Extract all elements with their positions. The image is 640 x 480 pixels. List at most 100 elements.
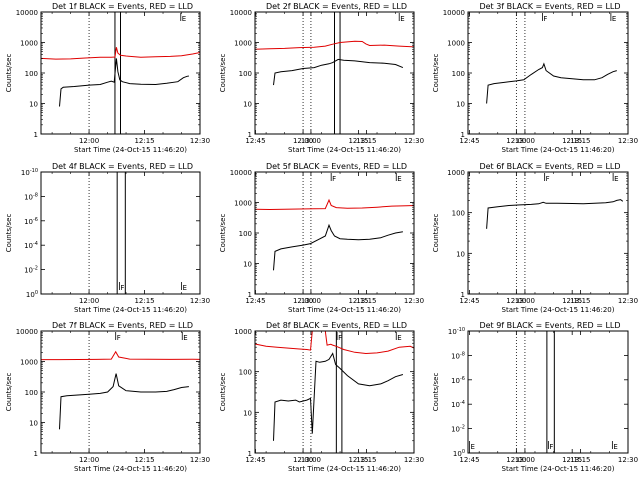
y-tick-label: 1 (461, 291, 465, 299)
y-axis-label: Counts/sec (432, 373, 440, 412)
y-tick-label: 100 (25, 389, 38, 397)
x-tick-label: 12:45 (245, 456, 265, 464)
plot-frame (40, 171, 201, 295)
x-tick-label: 13:15 (570, 137, 590, 145)
x-tick-label: 13:15 (570, 456, 590, 464)
panel-title: Det 1f BLACK = Events, RED = LLD (52, 2, 193, 11)
x-axis-label: Start Time (24-Oct-15 11:46:20) (288, 465, 401, 473)
lld-series-line (254, 330, 415, 355)
y-axis-label: Counts/sec (219, 214, 227, 253)
y-tick-label: 10 (243, 101, 252, 109)
x-tick-label: 12:00 (79, 297, 99, 305)
y-tick-label: 10-8 (451, 351, 465, 360)
panel-title: Det 5f BLACK = Events, RED = LLD (266, 162, 407, 171)
y-tick-label: 10-6 (24, 217, 38, 226)
plot-frame (254, 171, 415, 295)
marker-letter-f: F (117, 334, 121, 342)
x-tick-label: 13:00 (515, 297, 535, 305)
plot-frame (467, 330, 629, 454)
y-tick-label: 10 (456, 250, 465, 258)
lld-series-line (254, 198, 415, 211)
panel-3: Det 3f BLACK = Events, RED = LLD F E 1 10 100… (432, 2, 638, 154)
x-tick-label: 12:45 (245, 297, 265, 305)
events-series-line (273, 352, 404, 441)
x-tick-label: 12:45 (245, 137, 265, 145)
y-axis-label: Counts/sec (5, 373, 13, 412)
x-axis-label: Start Time (24-Oct-15 11:46:20) (74, 306, 187, 314)
y-axis-label: Counts/sec (219, 373, 227, 412)
marker-letter-e: E (613, 443, 617, 451)
events-series-line (59, 373, 189, 430)
x-tick-label: 13:00 (301, 456, 321, 464)
x-tick-label: 12:30 (404, 297, 424, 305)
y-tick-label: 1000 (447, 40, 465, 48)
x-axis-label: Start Time (24-Oct-15 11:46:20) (288, 306, 401, 314)
y-tick-label: 10000 (230, 169, 252, 177)
x-tick-label: 13:00 (301, 137, 321, 145)
y-tick-label: 1000 (234, 40, 252, 48)
events-series-line (486, 62, 617, 104)
plot-frame (254, 330, 415, 454)
x-tick-label: 12:00 (79, 456, 99, 464)
panel-title: Det 6f BLACK = Events, RED = LLD (479, 162, 620, 171)
y-tick-label: 10-2 (24, 266, 38, 275)
x-tick-label: 13:15 (356, 456, 376, 464)
flag-interval-box (546, 330, 555, 454)
plot-frame (40, 330, 201, 454)
x-axis-label: Start Time (24-Oct-15 11:46:20) (502, 465, 615, 473)
y-tick-label: 10-6 (451, 376, 465, 385)
y-tick-label: 10 (29, 101, 38, 109)
x-axis-label: Start Time (24-Oct-15 11:46:20) (74, 146, 187, 154)
x-tick-label: 12:45 (459, 137, 479, 145)
x-tick-label: 13:00 (515, 456, 535, 464)
y-axis-label: Counts/sec (5, 214, 13, 253)
x-tick-label: 12:30 (404, 456, 424, 464)
x-tick-label: 12:45 (459, 297, 479, 305)
x-tick-label: 12:30 (404, 137, 424, 145)
marker-letter-e: E (400, 15, 404, 23)
x-tick-label: 12:00 (506, 297, 526, 305)
x-tick-label: 12:15 (134, 456, 154, 464)
y-tick-label: 10000 (443, 9, 465, 17)
x-tick-label: 12:15 (562, 137, 582, 145)
y-tick-label: 10-10 (448, 327, 465, 336)
events-series-line (273, 58, 404, 86)
x-axis-label: Start Time (24-Oct-15 11:46:20) (502, 146, 615, 154)
x-tick-label: 12:30 (618, 297, 638, 305)
marker-letter-e: E (612, 15, 616, 23)
y-tick-label: 10 (243, 261, 252, 269)
lld-series-line (254, 40, 415, 50)
x-tick-label: 12:30 (190, 297, 210, 305)
y-tick-label: 1 (248, 131, 252, 139)
x-tick-label: 12:30 (618, 137, 638, 145)
x-tick-label: 12:15 (562, 297, 582, 305)
marker-letter-f: F (338, 334, 342, 342)
y-axis-label: Counts/sec (432, 54, 440, 93)
marker-letter-e: E (397, 175, 401, 183)
x-axis-label: Start Time (24-Oct-15 11:46:20) (502, 306, 615, 314)
x-tick-label: 12:00 (293, 137, 313, 145)
flag-interval-box (335, 330, 343, 454)
y-tick-label: 10 (243, 409, 252, 417)
events-series-line (486, 199, 624, 229)
x-tick-label: 13:00 (515, 137, 535, 145)
panel-8: Det 8f BLACK = Events, RED = LLD F E 1 10 100… (219, 321, 590, 473)
y-tick-label: 1 (248, 450, 252, 458)
panel-title: Det 4f BLACK = Events, RED = LLD (52, 162, 193, 171)
x-tick-label: 13:15 (570, 297, 590, 305)
flag-interval-box (116, 171, 126, 295)
y-axis-label: Counts/sec (432, 214, 440, 253)
panel-6: Det 6f BLACK = Events, RED = LLD F E 1 10 100… (432, 162, 638, 314)
y-tick-label: 100 (26, 290, 38, 299)
y-tick-label: 100 (239, 70, 252, 78)
marker-letter-e: E (397, 334, 401, 342)
y-axis-label: Counts/sec (5, 54, 13, 93)
x-tick-label: 12:30 (190, 456, 210, 464)
plot-frame (467, 11, 629, 135)
y-tick-label: 1 (34, 450, 38, 458)
panel-1: Det 1f BLACK = Events, RED = LLD E 1 10 100 1… (5, 2, 376, 154)
x-tick-label: 12:15 (348, 456, 368, 464)
y-tick-label: 1000 (234, 200, 252, 208)
marker-letter-e: E (183, 334, 187, 342)
